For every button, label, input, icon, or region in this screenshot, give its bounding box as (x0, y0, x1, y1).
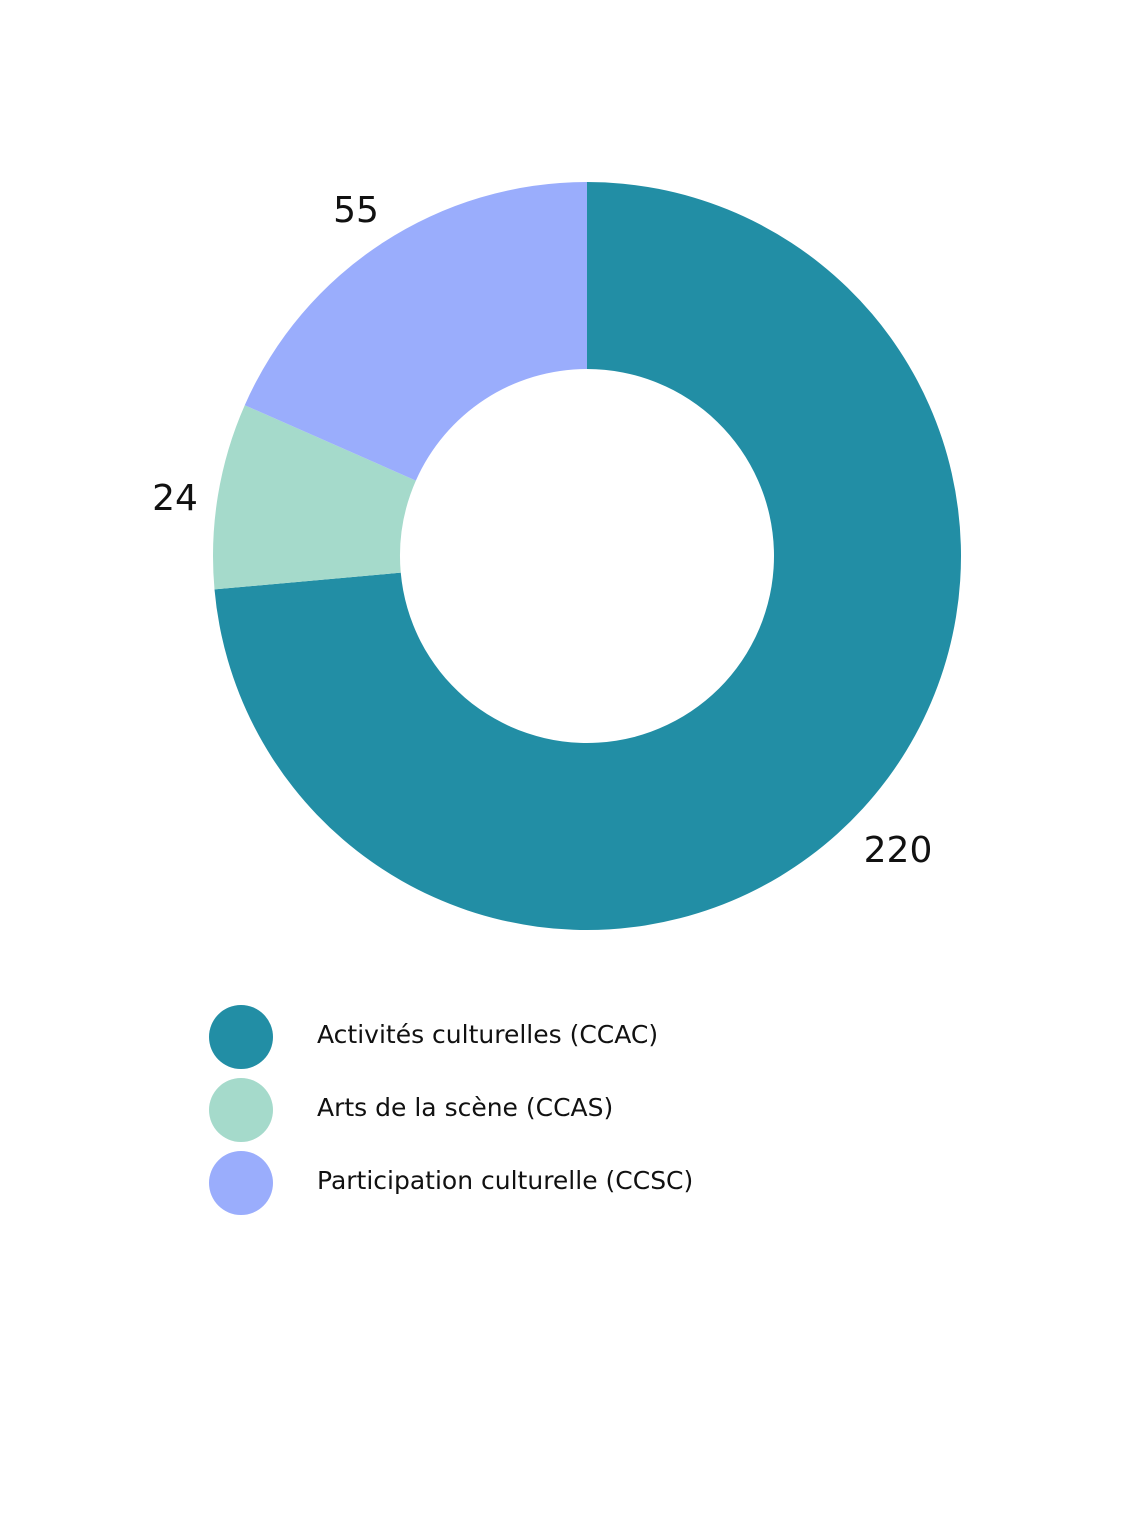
legend-swatch-ccas (209, 1078, 273, 1142)
data-label-ccsc: 55 (333, 190, 379, 231)
donut-chart: 220 24 55 (152, 182, 962, 930)
legend-label-ccac: Activités culturelles (CCAC) (317, 1020, 659, 1049)
slice-ccsc (244, 182, 587, 481)
data-label-ccac: 220 (864, 830, 933, 871)
data-labels: 220 24 55 (152, 190, 932, 871)
legend-swatch-ccac (209, 1005, 273, 1069)
legend-label-ccsc: Participation culturelle (CCSC) (317, 1166, 694, 1195)
slice-ccas (213, 405, 416, 590)
legend-swatch-ccsc (209, 1151, 273, 1215)
donut-slices (213, 182, 962, 930)
slice-ccac (214, 182, 962, 930)
data-label-ccas: 24 (152, 478, 198, 519)
legend-label-ccas: Arts de la scène (CCAS) (317, 1093, 614, 1122)
